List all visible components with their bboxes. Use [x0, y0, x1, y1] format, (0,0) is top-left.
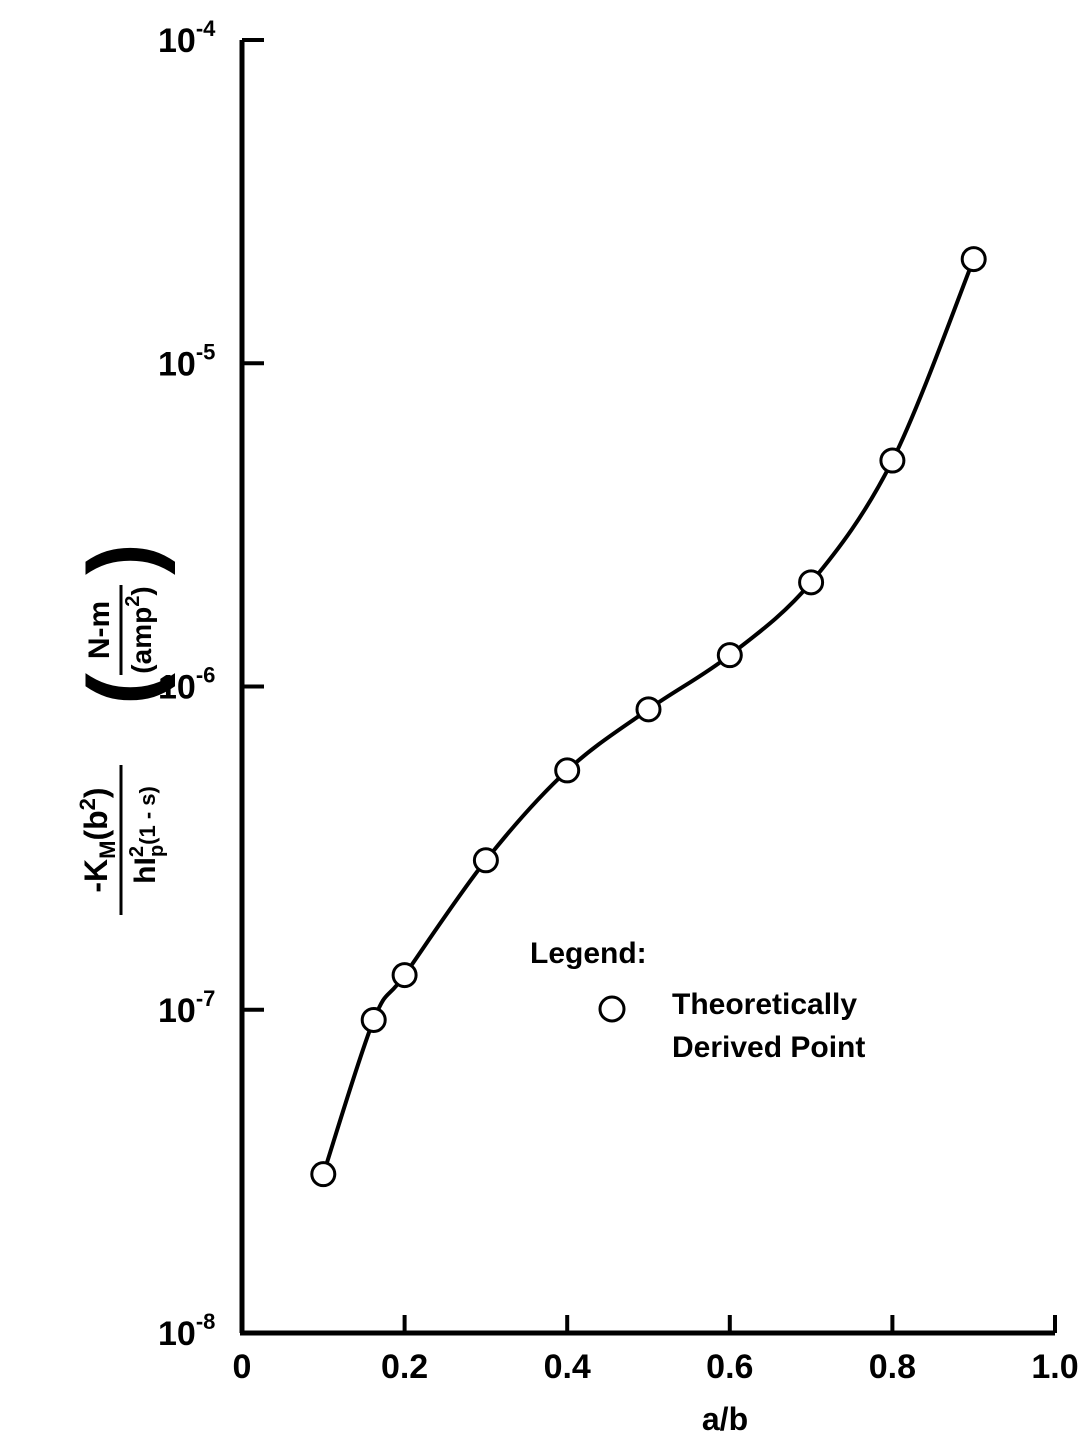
y-title-unit-bottom: (amp2): [122, 586, 157, 673]
y-tick-label: 10-7: [158, 986, 215, 1030]
y-axis-title: -KM(b2) hI2p(1 - s) ( ) N-m (amp2): [69, 543, 176, 915]
data-point: [798, 569, 825, 596]
y-title-paren-right: ): [69, 543, 176, 575]
x-tick-label: 0.8: [869, 1348, 916, 1386]
legend: Legend: Theoretically Derived Point: [530, 937, 865, 1064]
x-tick-label: 0.4: [544, 1348, 591, 1386]
data-point: [879, 447, 906, 474]
data-point: [472, 847, 499, 874]
data-point: [960, 246, 987, 273]
axes: [239, 40, 1055, 1336]
y-tick-label: 10-8: [158, 1309, 215, 1353]
y-title-numerator: -KM(b2): [75, 787, 120, 892]
y-tick-label: 10-6: [158, 663, 215, 707]
data-point: [391, 962, 418, 989]
data-point: [360, 1006, 387, 1033]
x-tick-label: 0.2: [381, 1348, 428, 1386]
y-title-unit-top: N-m: [83, 601, 116, 659]
x-tick-label: 1.0: [1031, 1348, 1078, 1386]
legend-title: Legend:: [530, 937, 647, 970]
x-tick-label: 0: [233, 1348, 252, 1386]
data-point: [716, 642, 743, 669]
legend-entry-line2: Derived Point: [672, 1031, 865, 1064]
legend-entry-line1: Theoretically: [672, 988, 857, 1021]
data-point: [635, 696, 662, 723]
y-ticks: 10-8 10-7 10-6 10-5 10-4: [158, 16, 264, 1353]
data-point: [310, 1161, 337, 1188]
y-tick-label: 10-4: [158, 16, 216, 60]
y-tick-label: 10-5: [158, 339, 215, 383]
data-point: [554, 757, 581, 784]
series-points: [310, 246, 987, 1188]
y-title-paren-left: (: [69, 673, 176, 705]
y-title-denominator: hI2p(1 - s): [126, 786, 168, 884]
x-ticks: 0 0.2 0.4 0.6 0.8 1.0: [233, 1315, 1079, 1386]
series-curve: [321, 258, 976, 1175]
legend-marker-open-circle: [598, 995, 626, 1023]
x-tick-label: 0.6: [706, 1348, 753, 1386]
x-axis-title: a/b: [702, 1401, 748, 1437]
